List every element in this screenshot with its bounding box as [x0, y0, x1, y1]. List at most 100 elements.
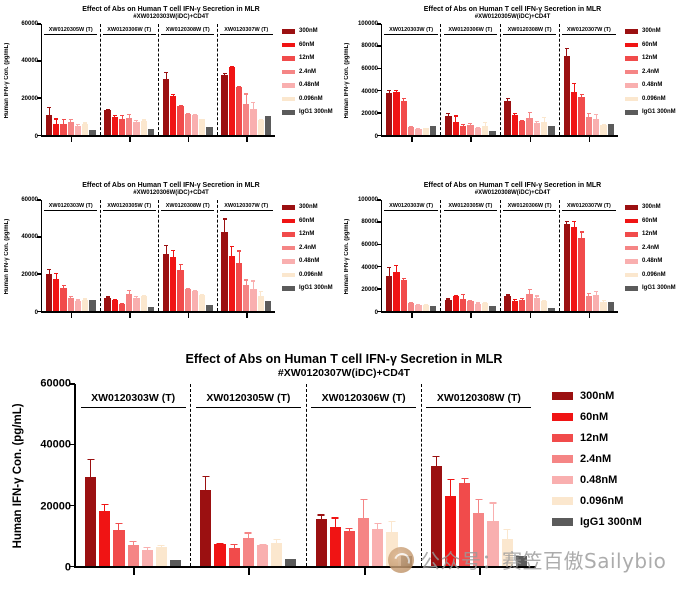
- category-group: XW0120308W (T): [158, 23, 217, 142]
- bar-igg1-300nm: [206, 305, 213, 311]
- y-tick-mark: [37, 236, 41, 238]
- y-tick-label: 40000: [40, 438, 71, 451]
- legend-item: IgG1 300nM: [552, 512, 676, 533]
- y-tick-label: 80000: [361, 219, 378, 226]
- bar-slot: [422, 127, 429, 135]
- x-tick-mark: [70, 313, 73, 318]
- bar-300nm: [162, 244, 170, 311]
- y-tick-label: 20000: [361, 287, 378, 294]
- bar-igg1-300nm: [429, 306, 437, 311]
- bar-slot: [515, 556, 527, 566]
- bar-slot: [228, 543, 240, 566]
- error-bar: [410, 302, 412, 304]
- bar-0.096nm: [600, 124, 607, 135]
- bar-slot: [243, 93, 250, 135]
- y-tick-mark: [69, 443, 75, 446]
- bar-300nm: [445, 298, 452, 311]
- bar-0.096nm: [257, 118, 264, 135]
- error-bar: [201, 294, 203, 296]
- bar-0.096nm: [82, 122, 89, 135]
- legend-item: 0.096nM: [625, 92, 681, 106]
- bar-60nm: [228, 65, 235, 135]
- bar-slot: [526, 112, 533, 135]
- bar-12nm: [343, 528, 356, 566]
- legend-label: 0.48nM: [642, 258, 663, 265]
- legend-swatch: [282, 110, 295, 115]
- y-axis-ticks: 0 20000 40000 60000: [30, 378, 74, 573]
- category-label: XW0120307W (T): [562, 203, 616, 211]
- bar-60nm: [228, 245, 235, 311]
- y-tick-label: 20000: [21, 96, 38, 103]
- bar-slot: [533, 121, 541, 135]
- x-tick-mark: [363, 568, 366, 575]
- bar-300nm: [430, 456, 442, 566]
- category-label: XW0120308W (T): [161, 203, 215, 211]
- bar-slot: [243, 279, 250, 311]
- bar-slot: [53, 118, 60, 135]
- error-bar: [132, 540, 134, 545]
- error-bar: [107, 296, 109, 299]
- bar-0.096nm: [199, 118, 206, 135]
- legend-label: IgG1 300nM: [642, 285, 676, 292]
- x-tick-mark: [187, 137, 190, 142]
- legend-label: 300nM: [299, 28, 318, 35]
- error-bar: [245, 279, 247, 286]
- chart-title: Effect of Abs on Human T cell IFN-γ Secr…: [423, 182, 602, 189]
- bar-slot: [235, 85, 243, 135]
- legend-item: 2.4nM: [282, 241, 338, 255]
- bar-300nm: [45, 107, 53, 135]
- bar-300nm: [385, 89, 393, 135]
- error-bar: [180, 104, 182, 107]
- bar-0.096nm: [155, 544, 168, 566]
- chart-xw0120306w-idc: Effect of Abs on Human T cell IFN-γ Secr…: [4, 182, 338, 322]
- legend-label: 2.4nM: [580, 453, 612, 466]
- bar-300nm: [221, 218, 228, 311]
- bar-slot: [45, 107, 53, 135]
- bar-60nm: [571, 220, 578, 311]
- error-bar: [84, 122, 86, 124]
- legend-swatch: [282, 205, 295, 210]
- error-bar: [260, 291, 262, 296]
- bar-slot: [228, 245, 235, 311]
- chart-subtitle: #XW0120307W(iDC)+CD4T: [277, 367, 411, 379]
- bar-slot: [474, 302, 481, 311]
- legend-item: 300nM: [552, 386, 676, 407]
- error-bar: [377, 522, 379, 529]
- bar-slot: [235, 250, 243, 311]
- bar-2.4nm: [585, 293, 593, 311]
- bar-slot: [118, 303, 126, 311]
- bar-slot: [170, 93, 177, 135]
- legend-swatch: [625, 205, 638, 210]
- error-bar: [165, 244, 167, 255]
- error-bar: [245, 93, 247, 104]
- legend-swatch: [552, 413, 573, 422]
- bar-slot: [452, 294, 459, 311]
- error-bar: [595, 113, 597, 120]
- category-label: XW0120305W (T): [195, 392, 301, 408]
- chart-body: Human IFN-γ Con. (pg/mL) 0 20000 40000 6000…: [12, 378, 676, 580]
- x-tick-mark: [478, 568, 481, 575]
- bar-slot: [481, 121, 489, 135]
- bar-slot: [578, 231, 585, 311]
- category-group: XW0120303W (T): [382, 200, 440, 318]
- bar-2.4nm: [184, 287, 191, 311]
- bar-0.48nm: [487, 502, 499, 566]
- bar-0.48nm: [191, 113, 199, 135]
- bar-12nm: [400, 98, 407, 135]
- legend-swatch: [282, 245, 295, 251]
- bar-2.4nm: [126, 289, 133, 311]
- legend-label: 0.096nM: [299, 95, 323, 102]
- bar-slot: [257, 291, 264, 311]
- legend-label: IgG1 300nM: [299, 285, 333, 292]
- bar-slot: [607, 124, 615, 135]
- legend-swatch: [282, 42, 295, 48]
- bar-slot: [400, 278, 407, 311]
- bar-0.096nm: [501, 529, 513, 566]
- error-bar: [77, 299, 79, 302]
- y-tick-label: 40000: [21, 58, 38, 65]
- bar-2.4nm: [67, 295, 74, 311]
- bar-slot: [430, 456, 442, 566]
- error-bar: [172, 249, 174, 257]
- legend-swatch: [552, 455, 573, 464]
- error-bar: [219, 543, 221, 545]
